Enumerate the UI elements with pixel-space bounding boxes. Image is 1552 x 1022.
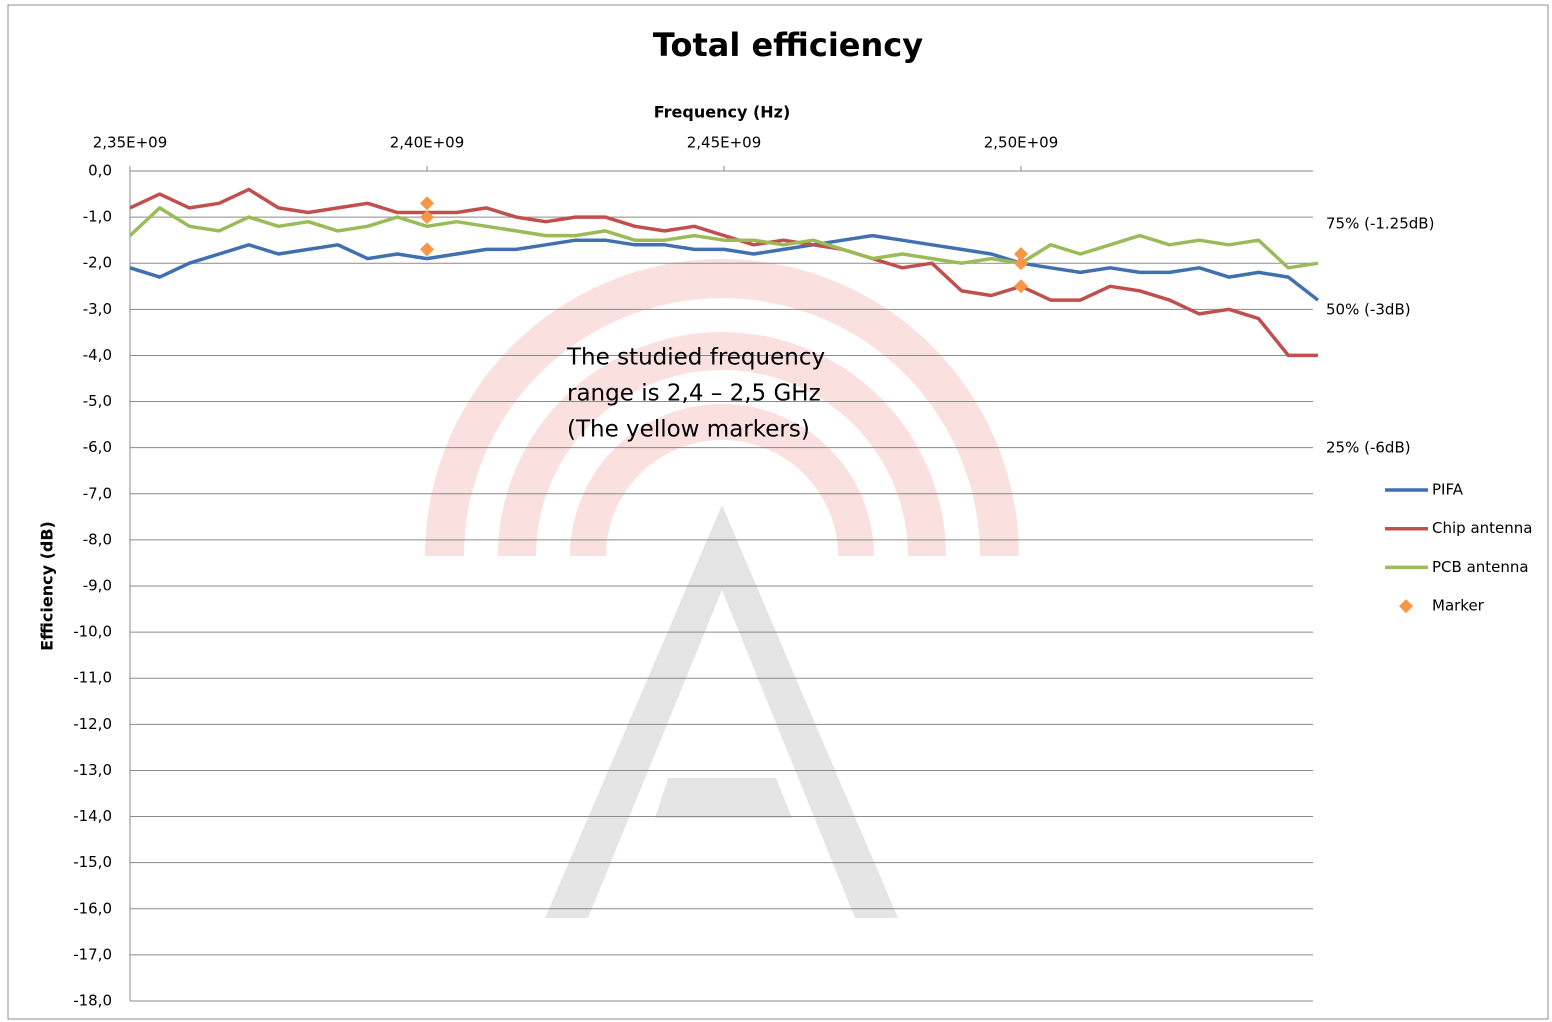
chart-title: Total efficiency: [653, 26, 923, 64]
x-tick-label: 2,40E+09: [390, 134, 465, 152]
x-axis-title: Frequency (Hz): [654, 103, 791, 122]
legend-label: PIFA: [1432, 481, 1464, 499]
y-tick-label: -13,0: [73, 761, 112, 779]
text-box-line: (The yellow markers): [567, 417, 810, 443]
y-tick-label: -15,0: [73, 853, 112, 871]
y-tick-label: -11,0: [73, 669, 112, 687]
text-box-line: The studied frequency: [566, 345, 825, 371]
text-box-line: range is 2,4 – 2,5 GHz: [567, 381, 821, 407]
annotation: 25% (-6dB): [1326, 439, 1411, 457]
y-tick-label: 0,0: [88, 162, 112, 180]
x-tick-label: 2,45E+09: [687, 134, 762, 152]
y-tick-label: -4,0: [83, 346, 112, 364]
x-tick-label: 2,50E+09: [984, 134, 1059, 152]
y-tick-label: -1,0: [83, 208, 112, 226]
y-tick-label: -18,0: [73, 992, 112, 1010]
legend-label: Chip antenna: [1432, 519, 1532, 537]
y-tick-label: -7,0: [83, 484, 112, 502]
x-tick-label: 2,35E+09: [93, 134, 168, 152]
y-tick-label: -12,0: [73, 715, 112, 733]
annotation: 75% (-1.25dB): [1326, 215, 1434, 233]
y-tick-label: -17,0: [73, 945, 112, 963]
y-tick-label: -16,0: [73, 899, 112, 917]
y-tick-label: -10,0: [73, 623, 112, 641]
legend-label: Marker: [1432, 597, 1485, 615]
y-tick-label: -3,0: [83, 300, 112, 318]
legend-label: PCB antenna: [1432, 558, 1529, 576]
y-axis-title: Efficiency (dB): [38, 521, 57, 651]
y-tick-label: -6,0: [83, 438, 112, 456]
chart: Total efficiency Frequency (Hz) Efficien…: [0, 0, 1552, 1022]
chart-frame: [8, 5, 1548, 1019]
y-tick-label: -8,0: [83, 530, 112, 548]
y-tick-label: -2,0: [83, 254, 112, 272]
y-tick-label: -14,0: [73, 807, 112, 825]
annotation: 50% (-3dB): [1326, 301, 1411, 319]
y-tick-label: -5,0: [83, 392, 112, 410]
y-tick-label: -9,0: [83, 577, 112, 595]
